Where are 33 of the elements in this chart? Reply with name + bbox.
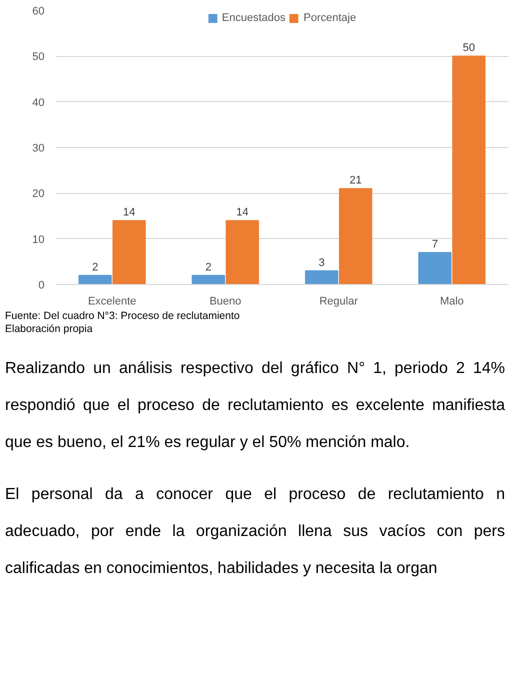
bar (226, 220, 259, 284)
data-label: 2 (205, 261, 212, 274)
data-label: 14 (236, 206, 248, 219)
data-label: 2 (92, 261, 98, 274)
data-label: 7 (432, 238, 438, 251)
data-label: 3 (318, 256, 325, 269)
bar (452, 56, 486, 284)
legend-label: Encuestados (222, 12, 286, 24)
bar (418, 252, 452, 284)
bar (305, 270, 338, 284)
data-label: 50 (462, 42, 475, 54)
text: Realizando un análisis respectivo del gráfico N° 1, periodo 2 14% respondió que el proceso de reclutamiento es excelente manifiesta que es bueno, el 21% es regular y el 50% mención malo. (5, 360, 505, 451)
y-tick-label: 10 (32, 234, 45, 246)
x-tick-label: Malo (440, 296, 464, 308)
bar (338, 188, 372, 284)
y-tick-label: 60 (32, 6, 45, 18)
bar (112, 220, 146, 284)
y-tick-label: 20 (32, 188, 45, 200)
x-tick-label: Regular (319, 296, 358, 308)
x-tick-label: Excelente (88, 296, 136, 308)
x-tick-label: Bueno (209, 296, 242, 308)
data-label: 14 (122, 206, 136, 219)
source-note: Fuente: Del cuadro N°3: Proceso de reclutamiento (5, 310, 240, 323)
y-tick-label: 40 (32, 96, 45, 109)
bar (78, 274, 112, 284)
text: Elaboración propia (5, 323, 93, 336)
y-tick-label: 0 (38, 280, 45, 292)
legend-label: Porcentaje (304, 12, 356, 24)
text: El personal da a conocer que el proceso de reclutamiento n adecuado, por ende la organización llena sus vacíos con pers calificadas en conocimientos, habilidades y necesita la organ (5, 486, 505, 577)
y-tick-label: 30 (32, 142, 45, 154)
y-tick-label: 50 (32, 51, 45, 64)
data-label: 21 (349, 174, 362, 187)
bar (192, 274, 226, 284)
